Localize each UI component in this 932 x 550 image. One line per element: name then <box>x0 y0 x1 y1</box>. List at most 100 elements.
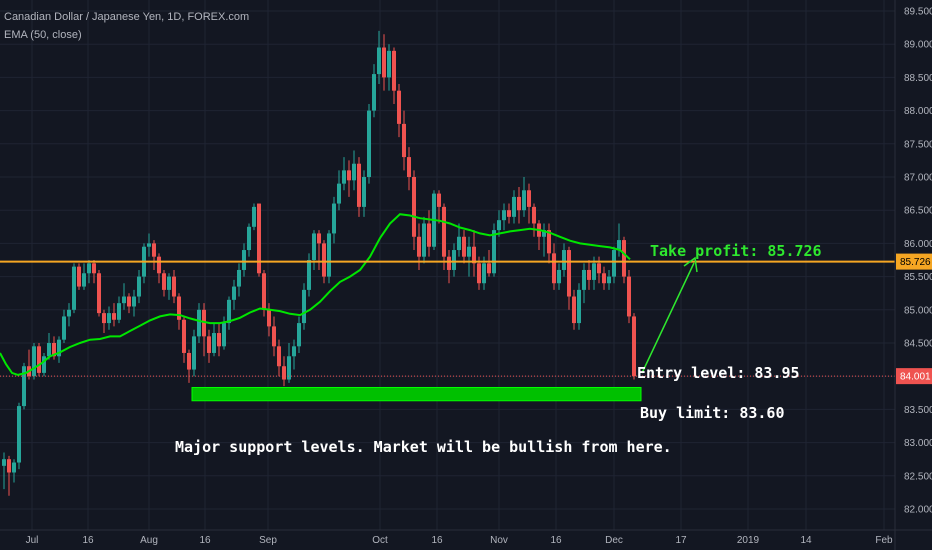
time-tick-label: 16 <box>82 535 94 546</box>
candle-body <box>167 276 171 290</box>
candle-body <box>312 233 316 260</box>
price-tick-label: 85.000 <box>904 305 932 316</box>
price-axis[interactable]: 82.00082.50083.00083.50084.00084.50085.0… <box>894 0 932 550</box>
price-tick-label: 86.500 <box>904 206 932 217</box>
candle-body <box>302 289 306 324</box>
time-axis[interactable]: Jul 16 Aug 16 Sep Oct 16 Nov 16 Dec 17 2019 14 Feb <box>0 529 932 546</box>
candle-body <box>632 316 636 377</box>
candle-body <box>207 336 211 353</box>
candle-body <box>482 263 486 284</box>
entry-level-label: Entry level: 83.95 <box>637 364 800 382</box>
candle-body <box>412 177 416 237</box>
candle-body <box>102 313 106 324</box>
candle-body <box>502 210 506 221</box>
candle-body <box>192 336 196 370</box>
candle-body <box>22 366 26 407</box>
candle-body <box>282 366 286 380</box>
candle-body <box>247 226 251 251</box>
candle-body <box>47 343 51 357</box>
candle-body <box>172 276 176 297</box>
candle-body <box>377 47 381 75</box>
candle-body <box>582 269 586 290</box>
candle-body <box>522 190 526 211</box>
time-tick-label: Dec <box>605 535 623 546</box>
candle-body <box>187 352 191 370</box>
buy-limit-label: Buy limit: 83.60 <box>640 404 785 422</box>
candle-body <box>177 296 181 320</box>
candle-body <box>487 263 491 274</box>
candle-body <box>332 203 336 234</box>
candle-body <box>12 462 16 473</box>
price-tick-label: 88.500 <box>904 73 932 84</box>
candle-body <box>147 243 151 247</box>
candle-body <box>362 177 366 207</box>
candle-body <box>542 230 546 237</box>
candle-body <box>507 210 511 217</box>
projection-arrow <box>641 256 698 374</box>
price-tick-label: 87.000 <box>904 173 932 184</box>
candle-body <box>552 253 556 284</box>
time-tick-label: Aug <box>140 535 158 546</box>
support-zone <box>191 386 642 402</box>
candle-body <box>567 250 571 297</box>
candle-body <box>512 196 516 217</box>
candle-body <box>17 406 21 463</box>
candle-body <box>307 260 311 290</box>
candle-body <box>237 269 241 287</box>
time-tick-label: 16 <box>550 535 562 546</box>
price-tick-label: 89.000 <box>904 40 932 51</box>
price-tick-label: 88.000 <box>904 106 932 117</box>
candle-body <box>277 346 281 367</box>
candle-body <box>62 316 66 340</box>
candle-body <box>342 170 346 184</box>
candle-body <box>347 170 351 181</box>
candle-body <box>572 296 576 324</box>
time-tick-label: Feb <box>875 535 893 546</box>
price-axis-bg <box>895 0 932 550</box>
candle-body <box>437 193 441 207</box>
time-tick-label: 16 <box>431 535 443 546</box>
candle-body <box>127 296 131 307</box>
support-note: Major support levels. Market will be bul… <box>175 438 672 456</box>
price-tick-label: 86.000 <box>904 239 932 250</box>
arrow-head <box>683 256 698 273</box>
candle-body <box>137 276 141 297</box>
price-tick-label: 84.500 <box>904 339 932 350</box>
candle-body <box>402 123 406 158</box>
candle-body <box>107 313 111 324</box>
candle-body <box>77 266 81 287</box>
candle-body <box>462 236 466 257</box>
candle-body <box>597 263 601 274</box>
time-tick-label: 16 <box>199 535 211 546</box>
candle-body <box>317 233 321 244</box>
price-lines <box>0 260 895 377</box>
candle-body <box>562 250 566 270</box>
candle-body <box>52 343 56 357</box>
candle-body <box>2 459 6 466</box>
candle-body <box>622 240 626 277</box>
candle-body <box>627 276 631 317</box>
candle-body <box>497 220 501 231</box>
candle-body <box>152 243 156 257</box>
candle-body <box>467 246 471 257</box>
time-tick-label: Oct <box>372 535 388 546</box>
candle-body <box>272 326 276 347</box>
candle-body <box>407 157 411 177</box>
time-tick-label: 2019 <box>737 535 760 546</box>
symbol-title: Canadian Dollar / Japanese Yen, 1D, FORE… <box>4 11 249 23</box>
candle-body <box>7 459 11 473</box>
ema-line <box>0 213 631 376</box>
candle-body <box>97 273 101 314</box>
candle-body <box>57 339 61 357</box>
candle-body <box>197 309 201 337</box>
candle-body <box>257 203 261 274</box>
candle-body <box>517 196 521 211</box>
price-tick-label: 82.000 <box>904 505 932 516</box>
arrow-shaft <box>641 262 695 374</box>
candle-body <box>337 183 341 204</box>
indicator-label: EMA (50, close) <box>4 29 82 41</box>
candle-body <box>527 190 531 207</box>
candle-body <box>117 303 121 320</box>
